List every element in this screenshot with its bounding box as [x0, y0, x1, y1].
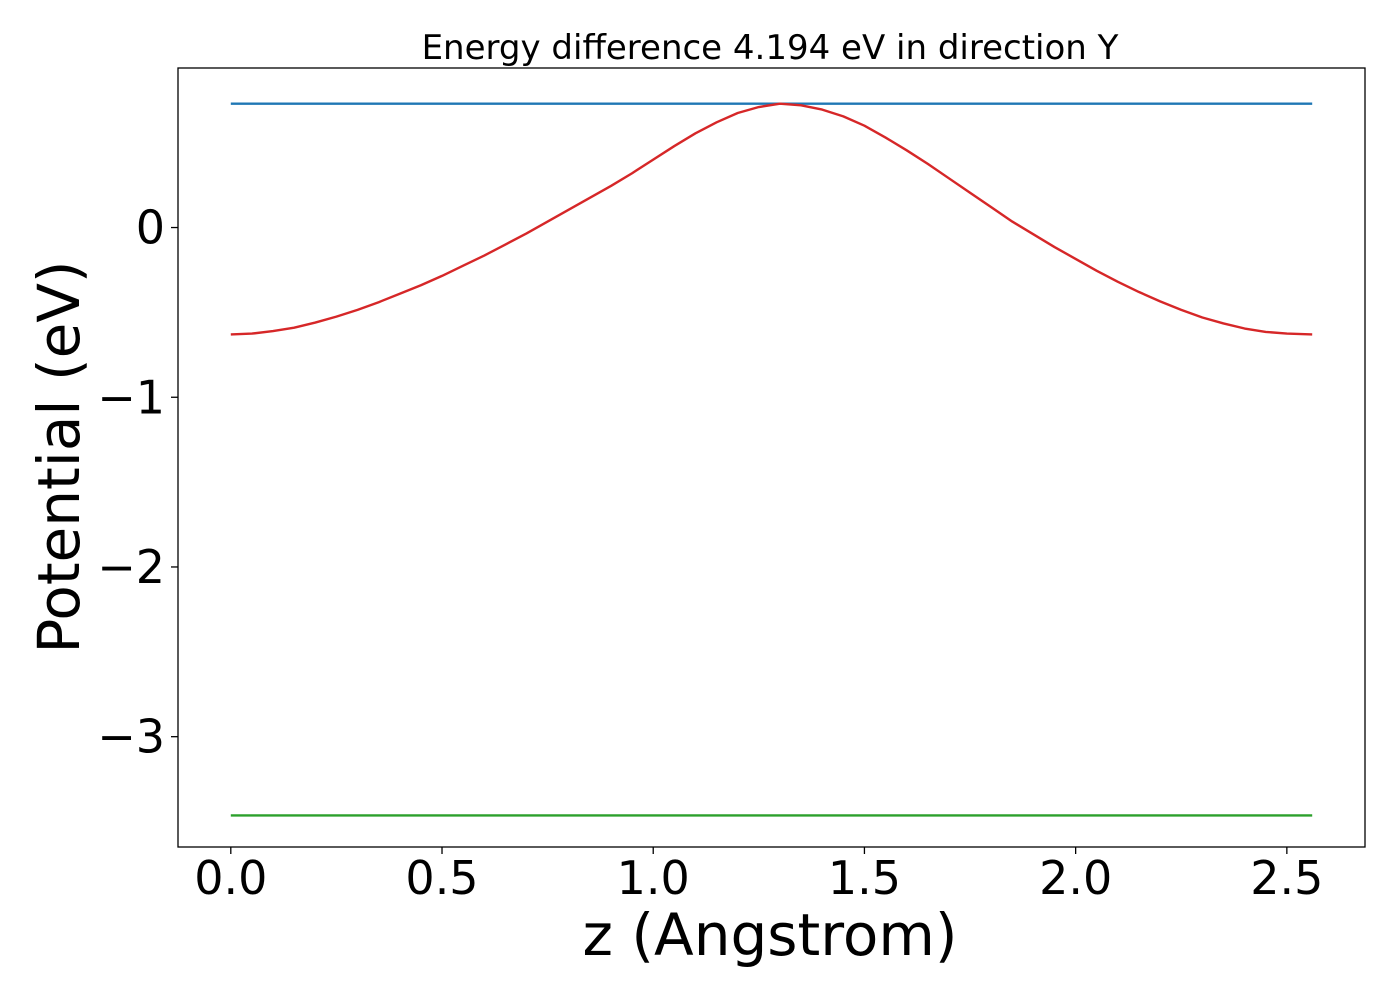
- y-tick-label: −2: [97, 540, 165, 594]
- x-axis-label: z (Angstrom): [583, 901, 958, 969]
- y-tick-label: −3: [97, 710, 165, 764]
- x-tick-label: 2.0: [1039, 851, 1112, 905]
- series-line-2: [230, 102, 1313, 336]
- plot-area: [230, 102, 1313, 817]
- x-tick-label: 1.0: [617, 851, 690, 905]
- chart-title: Energy difference 4.194 eV in direction …: [422, 28, 1119, 68]
- x-tick-label: 2.5: [1250, 851, 1323, 905]
- x-tick-label: 0.5: [405, 851, 478, 905]
- y-axis-label: Potential (eV): [25, 260, 93, 653]
- x-tick-label: 0.0: [194, 851, 267, 905]
- y-tick-label: −1: [97, 370, 165, 424]
- y-axis: 0 −1 −2 −3: [97, 201, 178, 764]
- x-axis: 0.0 0.5 1.0 1.5 2.0 2.5: [194, 847, 1323, 905]
- x-tick-label: 1.5: [828, 851, 901, 905]
- axes-frame: [177, 67, 1366, 848]
- y-tick-label: 0: [136, 201, 165, 255]
